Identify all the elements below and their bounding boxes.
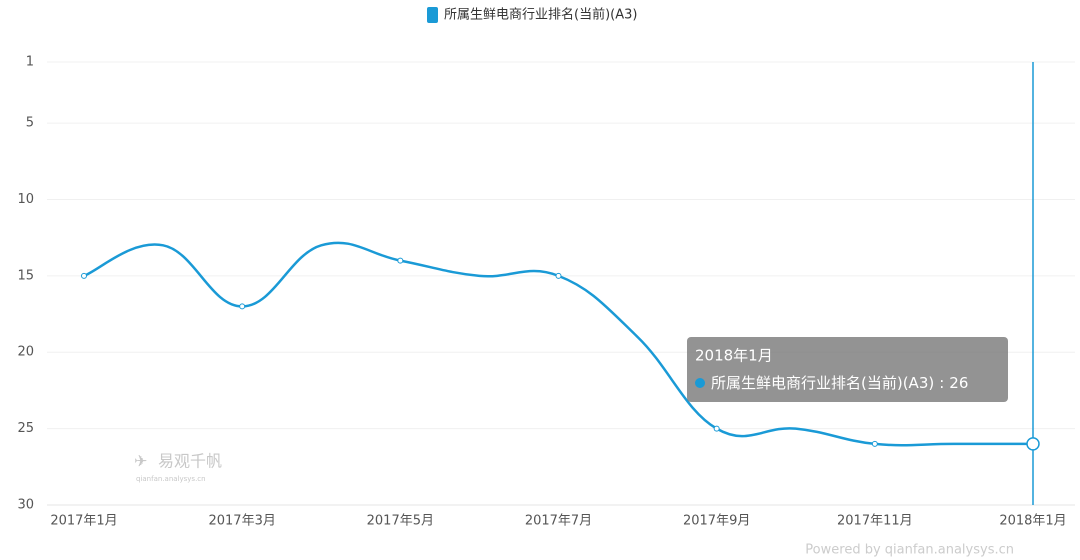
tooltip-series: 所属生鲜电商行业排名(当前)(A3) (711, 374, 934, 392)
watermark-url: qianfan.analysys.cn (136, 475, 206, 483)
watermark: 易观千帆 (158, 452, 222, 471)
x-tick-label: 2017年11月 (837, 514, 913, 529)
y-tick-label: 20 (17, 345, 34, 360)
legend-swatch (427, 7, 438, 23)
watermark-icon: ✈ (134, 452, 147, 471)
tooltip-box (687, 337, 1008, 402)
y-tick-label: 15 (17, 268, 34, 283)
x-tick-label: 2017年5月 (367, 514, 434, 529)
tooltip-title: 2018年1月 (695, 347, 773, 365)
legend-label: 所属生鲜电商行业排名(当前)(A3) (444, 7, 637, 23)
point (239, 303, 246, 310)
tooltip-text: 所属生鲜电商行业排名(当前)(A3):26 (711, 374, 968, 392)
credit: Powered by qianfan.analysys.cn (805, 543, 1014, 558)
y-tick-label: 1 (26, 55, 34, 70)
y-tick-label: 25 (17, 421, 34, 436)
point (871, 440, 878, 447)
x-tick-label: 2017年1月 (50, 514, 117, 529)
y-tick-label: 10 (17, 192, 34, 207)
x-tick-label: 2017年3月 (208, 514, 275, 529)
x-tick-label: 2017年9月 (683, 514, 750, 529)
tooltip-value: 26 (949, 374, 968, 392)
x-tick-label: 2018年1月 (999, 514, 1066, 529)
point (713, 425, 720, 432)
tooltip-separator: : (939, 374, 944, 392)
highlight-point (1026, 437, 1040, 451)
x-tick-label: 2017年7月 (525, 514, 592, 529)
y-tick-label: 5 (26, 116, 34, 131)
y-tick-label: 30 (17, 498, 34, 513)
point (397, 257, 404, 264)
tooltip-dot (695, 378, 705, 388)
point (555, 272, 562, 279)
point (81, 272, 87, 279)
